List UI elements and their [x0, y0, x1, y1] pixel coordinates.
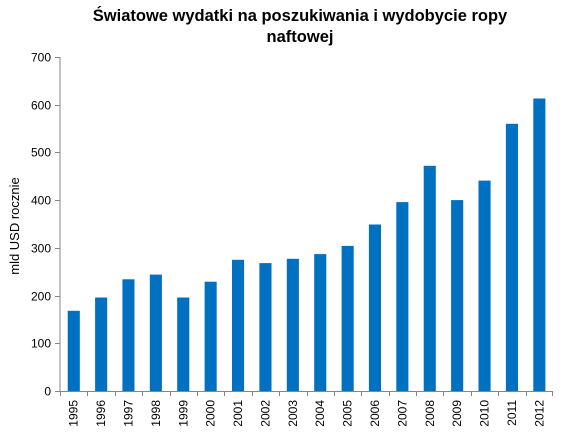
x-tick-label: 2005 — [341, 400, 355, 427]
bar-2003 — [286, 258, 299, 391]
x-tick-label: 1995 — [67, 400, 81, 427]
bar-2004 — [314, 254, 327, 391]
y-tick-label: 0 — [44, 385, 51, 399]
bar-2007 — [396, 202, 409, 391]
x-tick-label: 1997 — [122, 400, 136, 427]
y-axis-label: mld USD rocznie — [7, 177, 22, 275]
bar-1995 — [67, 310, 80, 391]
x-tick-label: 2006 — [368, 400, 382, 427]
x-axis: 1995 1996 1997 1998 1999 2000 2001 2002 2003 2004… — [60, 391, 553, 427]
x-tick-label: 1998 — [149, 400, 163, 427]
y-tick-label: 400 — [31, 194, 51, 208]
x-tick-label: 2012 — [532, 400, 546, 427]
bar-2011 — [505, 123, 518, 392]
bar-1999 — [177, 297, 190, 391]
y-tick-label: 200 — [31, 290, 51, 304]
x-tick-label: 2003 — [286, 400, 300, 427]
x-tick-label: 2000 — [204, 400, 218, 427]
x-tick-label: 2001 — [231, 400, 245, 427]
bar-1997 — [122, 279, 135, 391]
y-tick-label: 600 — [31, 99, 51, 113]
y-tick-label: 700 — [31, 51, 51, 65]
x-tick-label: 2010 — [478, 400, 492, 427]
y-tick-label: 100 — [31, 337, 51, 351]
x-tick-label: 2004 — [313, 400, 327, 427]
bar-2008 — [423, 165, 436, 391]
y-tick-label: 500 — [31, 146, 51, 160]
bar-2009 — [451, 200, 464, 391]
bar-2002 — [259, 263, 272, 391]
x-tick-label: 1999 — [176, 400, 190, 427]
y-tick-label: 300 — [31, 242, 51, 256]
x-tick-label: 2008 — [423, 400, 437, 427]
x-tick-label: 2002 — [258, 400, 272, 427]
bars — [67, 98, 546, 392]
bar-1998 — [149, 274, 162, 391]
y-axis: 0 100 200 300 400 500 600 700 — [31, 51, 61, 399]
bar-2001 — [232, 259, 245, 391]
x-tick-label: 2011 — [505, 400, 519, 426]
bar-2010 — [478, 180, 491, 391]
bar-2005 — [341, 245, 354, 391]
bar-2000 — [204, 281, 217, 391]
bar-2006 — [368, 224, 381, 391]
chart-title: Światowe wydatki na poszukiwania i wydob… — [92, 7, 508, 46]
x-tick-label: 2009 — [450, 400, 464, 427]
bar-2012 — [533, 98, 546, 391]
bar-1996 — [95, 297, 108, 391]
x-tick-label: 1996 — [94, 400, 108, 427]
x-tick-label: 2007 — [395, 400, 409, 427]
